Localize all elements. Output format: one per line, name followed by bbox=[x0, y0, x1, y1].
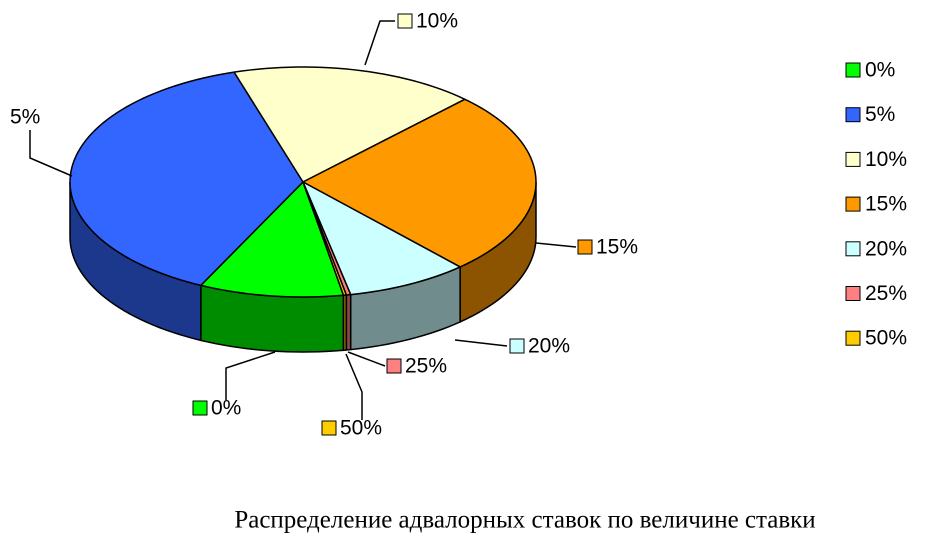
legend-label: 25% bbox=[865, 282, 907, 305]
label-swatch bbox=[321, 420, 337, 436]
slice bbox=[200, 181, 345, 298]
label-swatch bbox=[192, 400, 208, 416]
legend-label: 15% bbox=[865, 193, 907, 216]
leader-line bbox=[345, 353, 363, 420]
label-swatch bbox=[386, 358, 402, 374]
leader-line bbox=[454, 339, 508, 347]
legend-label: 10% bbox=[865, 148, 907, 171]
leader-line bbox=[347, 351, 386, 367]
legend-label: 20% bbox=[865, 237, 907, 260]
data-label: 50% bbox=[340, 417, 382, 440]
slice bbox=[69, 71, 304, 287]
data-label: 15% bbox=[596, 236, 638, 259]
data-label: 0% bbox=[211, 397, 241, 420]
data-label: 25% bbox=[405, 355, 447, 378]
label-swatch bbox=[509, 338, 525, 354]
leader-line bbox=[364, 20, 395, 66]
legend-swatch bbox=[845, 107, 861, 123]
legend-swatch bbox=[845, 286, 861, 301]
leader-line bbox=[29, 130, 73, 177]
slice bbox=[233, 66, 466, 183]
legend-swatch bbox=[845, 241, 861, 257]
legend-swatch bbox=[845, 62, 861, 78]
legend-swatch bbox=[845, 196, 861, 212]
legend-swatch bbox=[845, 151, 861, 167]
label-swatch bbox=[577, 239, 593, 255]
legend-label: 5% bbox=[865, 103, 895, 126]
legend-label: 0% bbox=[865, 59, 895, 82]
chart-title: Распределение адвалорных ставок по велич… bbox=[234, 507, 815, 534]
leader-line bbox=[535, 242, 577, 248]
slice bbox=[302, 181, 348, 297]
legend-swatch bbox=[845, 330, 861, 346]
legend-label: 50% bbox=[865, 327, 907, 350]
data-label: 5% bbox=[10, 106, 40, 129]
label-swatch bbox=[397, 13, 413, 29]
slice bbox=[302, 98, 537, 268]
leader-line bbox=[225, 351, 276, 400]
slice bbox=[302, 181, 461, 296]
data-label: 10% bbox=[416, 10, 458, 33]
data-label: 20% bbox=[528, 335, 570, 358]
slice-side bbox=[342, 294, 348, 352]
